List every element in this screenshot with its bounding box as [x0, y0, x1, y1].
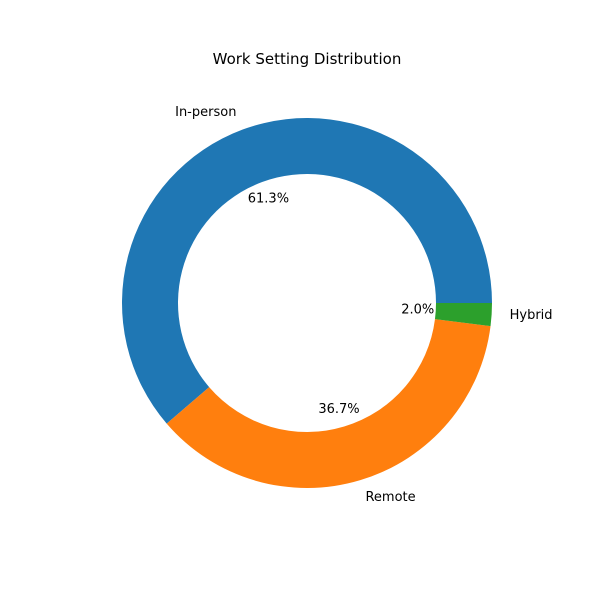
slice-remote: [166, 319, 491, 488]
slice-pct-remote: 36.7%: [318, 402, 359, 417]
slice-pct-in-person: 61.3%: [248, 191, 289, 206]
slice-in-person: [122, 118, 492, 424]
slice-label-in-person: In-person: [175, 105, 236, 120]
slice-hybrid: [434, 303, 492, 327]
slice-label-hybrid: Hybrid: [510, 308, 553, 323]
slices-group: [122, 118, 492, 488]
slice-pct-hybrid: 2.0%: [401, 302, 434, 317]
labels-group: In-person 61.3% Remote 36.7% Hybrid 2.0%: [175, 105, 552, 505]
chart-title: Work Setting Distribution: [213, 50, 402, 68]
slice-label-remote: Remote: [365, 490, 415, 505]
